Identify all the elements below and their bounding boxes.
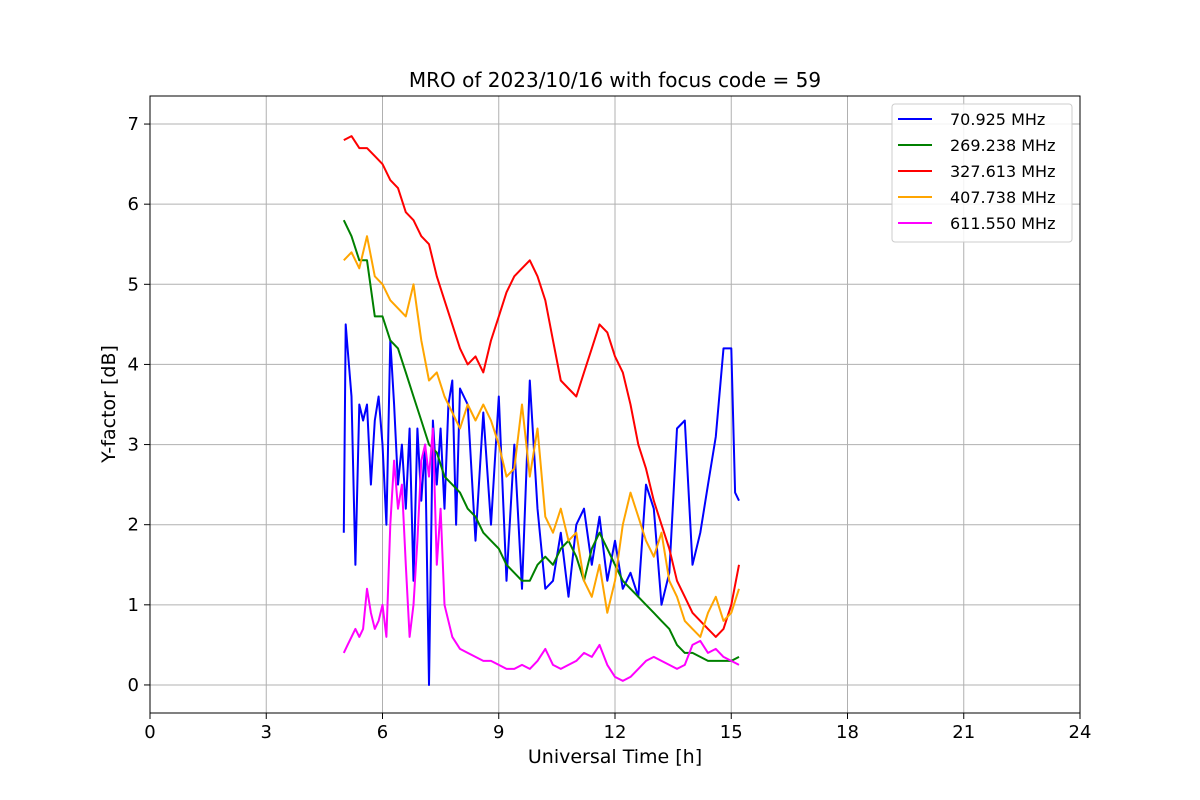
legend-label-407-738-mhz: 407.738 MHz	[950, 188, 1055, 207]
y-tick-label: 2	[128, 515, 139, 536]
x-axis-label: Universal Time [h]	[528, 746, 702, 768]
x-tick-label: 9	[493, 722, 504, 743]
x-tick-label: 18	[836, 722, 859, 743]
legend-label-269-238-mhz: 269.238 MHz	[950, 136, 1055, 155]
y-tick-label: 3	[128, 435, 139, 456]
y-tick-label: 5	[128, 274, 139, 295]
x-tick-label: 24	[1069, 722, 1092, 743]
y-tick-label: 1	[128, 595, 139, 616]
y-tick-label: 0	[128, 675, 139, 696]
series-layer	[342, 135, 740, 686]
series-line-611-550-mhz	[342, 427, 740, 682]
x-tick-label: 0	[144, 722, 155, 743]
grid-lines	[149, 96, 1081, 713]
chart-title: MRO of 2023/10/16 with focus code = 59	[409, 68, 821, 92]
legend-label-327-613-mhz: 327.613 MHz	[950, 162, 1055, 181]
series-line-269-238-mhz	[342, 219, 740, 662]
series-line-327-613-mhz	[343, 135, 740, 638]
y-tick-label: 6	[128, 194, 139, 215]
x-tick-label: 6	[377, 722, 388, 743]
series-line-70-925-mhz	[342, 323, 740, 686]
series-line-407-738-mhz	[343, 235, 740, 638]
x-tick-label: 12	[604, 722, 627, 743]
x-tick-label: 15	[720, 722, 743, 743]
y-tick-label: 4	[128, 354, 139, 375]
y-tick-label: 7	[128, 114, 139, 135]
x-tick-label: 21	[952, 722, 975, 743]
x-tick-label: 3	[261, 722, 272, 743]
legend-label-611-550-mhz: 611.550 MHz	[950, 214, 1055, 233]
legend-box	[891, 103, 1073, 243]
legend-label-70-925-mhz: 70.925 MHz	[950, 110, 1045, 129]
y-axis-label: Y-factor [dB]	[98, 345, 120, 464]
legend: 70.925 MHz 269.238 MHz 327.613 MHz 407.738 …	[891, 103, 1073, 243]
